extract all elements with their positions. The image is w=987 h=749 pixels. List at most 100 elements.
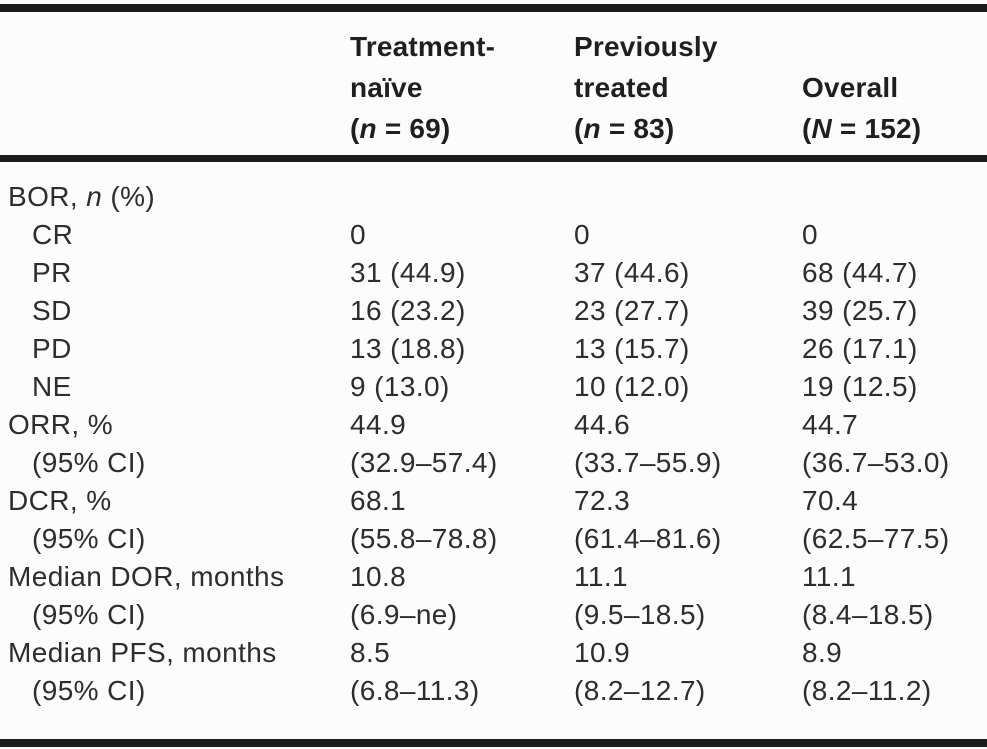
cell-orr-ci-col2: (33.7–55.9) xyxy=(574,447,722,478)
cell-median-dor-col2: 11.1 xyxy=(574,561,629,592)
text-run: Median PFS, months xyxy=(8,637,277,668)
cell-bor-pd-col1: 13 (18.8) xyxy=(350,333,466,364)
header-separator-rule xyxy=(0,155,987,162)
cell-dcr-col3: 70.4 xyxy=(802,485,859,516)
table-row-median-pfs-ci: (95% CI) (6.8–11.3) (8.2–12.7) (8.2–11.2) xyxy=(0,672,987,710)
text-run: PD xyxy=(32,333,72,364)
cell-bor-pd-col3: 26 (17.1) xyxy=(802,333,918,364)
cell-median-pfs-col1: 8.5 xyxy=(350,637,391,668)
table-row-orr: ORR, % 44.9 44.6 44.7 xyxy=(0,406,987,444)
header-line: Overall xyxy=(802,67,979,108)
table-row-dcr: DCR, % 68.1 72.3 70.4 xyxy=(0,482,987,520)
cell-bor-header-col1 xyxy=(350,178,574,216)
cell-dcr-ci-col3: (62.5–77.5) xyxy=(802,523,950,554)
cell-bor-pr-col2: 37 (44.6) xyxy=(574,257,690,288)
text-run: Overall xyxy=(802,72,899,103)
cell-median-dor-ci-col2: (9.5–18.5) xyxy=(574,599,706,630)
italic-variable: n xyxy=(86,181,103,212)
header-line: Treatment- xyxy=(350,26,574,67)
cell-bor-sd-col2: 23 (27.7) xyxy=(574,295,690,326)
italic-variable: N xyxy=(811,113,832,144)
header-col-overall: Overall (N = 152) xyxy=(802,67,979,149)
cell-dcr-ci-col2: (61.4–81.6) xyxy=(574,523,722,554)
text-run: NE xyxy=(32,371,72,402)
table-row-bor-pr: PR 31 (44.9) 37 (44.6) 68 (44.7) xyxy=(0,254,987,292)
cell-bor-cr-col2: 0 xyxy=(574,219,590,250)
cell-orr-col2: 44.6 xyxy=(574,409,631,440)
header-line: (n = 83) xyxy=(574,108,802,149)
row-label: Median PFS, months xyxy=(0,634,350,672)
text-run: PR xyxy=(32,257,72,288)
row-label: (95% CI) xyxy=(0,596,350,634)
cell-orr-ci-col3: (36.7–53.0) xyxy=(802,447,950,478)
header-line: Previously xyxy=(574,26,802,67)
cell-bor-sd-col3: 39 (25.7) xyxy=(802,295,918,326)
row-label: (95% CI) xyxy=(0,520,350,558)
table-row-median-dor-ci: (95% CI) (6.9–ne) (9.5–18.5) (8.4–18.5) xyxy=(0,596,987,634)
cell-orr-ci-col1: (32.9–57.4) xyxy=(350,447,498,478)
table-row-bor-sd: SD 16 (23.2) 23 (27.7) 39 (25.7) xyxy=(0,292,987,330)
text-run: Median DOR, months xyxy=(8,561,285,592)
cell-median-dor-col3: 11.1 xyxy=(802,561,857,592)
header-line: (n = 69) xyxy=(350,108,574,149)
table-row-bor-cr: CR 0 0 0 xyxy=(0,216,987,254)
cell-bor-pr-col1: 31 (44.9) xyxy=(350,257,466,288)
row-label: (95% CI) xyxy=(0,672,350,710)
cell-bor-cr-col3: 0 xyxy=(802,219,818,250)
cell-median-dor-ci-col3: (8.4–18.5) xyxy=(802,599,934,630)
italic-variable: n xyxy=(359,113,377,144)
table-bottom-rule xyxy=(0,739,987,747)
text-run: Previously xyxy=(574,31,718,62)
cell-bor-pr-col3: 68 (44.7) xyxy=(802,257,918,288)
row-label: SD xyxy=(0,292,350,330)
row-label: DCR, % xyxy=(0,482,350,520)
row-label: PR xyxy=(0,254,350,292)
table-body: BOR, n (%) CR 0 0 0 PR 31 (44.9) 37 (44.6) 68 (4… xyxy=(0,162,987,710)
cell-bor-pd-col2: 13 (15.7) xyxy=(574,333,690,364)
cell-bor-header-col3 xyxy=(802,178,979,216)
table-row-bor-header: BOR, n (%) xyxy=(0,178,987,216)
table-row-median-dor: Median DOR, months 10.8 11.1 11.1 xyxy=(0,558,987,596)
cell-median-pfs-col3: 8.9 xyxy=(802,637,843,668)
text-run: (95% CI) xyxy=(32,675,146,706)
text-run: BOR, xyxy=(8,181,87,212)
cell-median-dor-ci-col1: (6.9–ne) xyxy=(350,599,458,630)
cell-bor-header-col2 xyxy=(574,178,802,216)
cell-dcr-col1: 68.1 xyxy=(350,485,407,516)
row-label: CR xyxy=(0,216,350,254)
text-run: (95% CI) xyxy=(32,599,146,630)
text-run: (%) xyxy=(102,181,156,212)
table-row-bor-ne: NE 9 (13.0) 10 (12.0) 19 (12.5) xyxy=(0,368,987,406)
cell-orr-col3: 44.7 xyxy=(802,409,859,440)
text-run: naïve xyxy=(350,72,423,103)
table-header-row: Treatment-naïve (n = 69) Previously treated… xyxy=(0,12,987,155)
text-run: ( xyxy=(350,113,360,144)
cell-median-pfs-col2: 10.9 xyxy=(574,637,631,668)
cell-median-pfs-ci-col1: (6.8–11.3) xyxy=(350,675,480,706)
table-row-orr-ci: (95% CI) (32.9–57.4) (33.7–55.9) (36.7–53.0… xyxy=(0,444,987,482)
row-label: BOR, n (%) xyxy=(0,178,350,216)
text-run: DCR, % xyxy=(8,485,112,516)
text-run: Treatment- xyxy=(350,31,496,62)
text-run: (95% CI) xyxy=(32,447,146,478)
text-run: CR xyxy=(32,219,74,250)
italic-variable: n xyxy=(583,113,601,144)
table-row-median-pfs: Median PFS, months 8.5 10.9 8.9 xyxy=(0,634,987,672)
text-run: treated xyxy=(574,72,669,103)
text-run: ( xyxy=(574,113,584,144)
table-top-rule xyxy=(0,4,987,12)
row-label: PD xyxy=(0,330,350,368)
text-run: = 152) xyxy=(831,113,922,144)
header-line: treated xyxy=(574,67,802,108)
table-row-dcr-ci: (95% CI) (55.8–78.8) (61.4–81.6) (62.5–77.5… xyxy=(0,520,987,558)
cell-median-pfs-ci-col3: (8.2–11.2) xyxy=(802,675,932,706)
row-label: NE xyxy=(0,368,350,406)
row-label: ORR, % xyxy=(0,406,350,444)
cell-median-dor-col1: 10.8 xyxy=(350,561,407,592)
row-label: Median DOR, months xyxy=(0,558,350,596)
cell-bor-ne-col1: 9 (13.0) xyxy=(350,371,450,402)
text-run: SD xyxy=(32,295,72,326)
row-label: (95% CI) xyxy=(0,444,350,482)
header-line: naïve xyxy=(350,67,574,108)
